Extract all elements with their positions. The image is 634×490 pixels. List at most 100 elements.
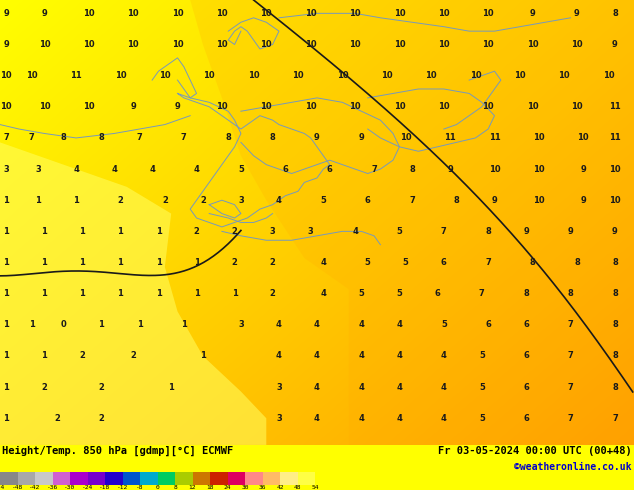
Text: 8: 8 <box>269 133 276 143</box>
Text: 10: 10 <box>482 102 494 111</box>
Text: 11: 11 <box>489 133 500 143</box>
Text: 8: 8 <box>98 133 105 143</box>
Text: 10: 10 <box>305 102 316 111</box>
Text: 8: 8 <box>523 289 529 298</box>
Text: 7: 7 <box>612 414 618 423</box>
Text: 4: 4 <box>441 351 447 361</box>
Text: 1: 1 <box>231 289 238 298</box>
Text: 4: 4 <box>314 351 320 361</box>
Text: 48: 48 <box>294 486 301 490</box>
Text: 0: 0 <box>155 486 159 490</box>
Text: 10: 10 <box>438 40 450 49</box>
Text: 4: 4 <box>396 351 403 361</box>
Text: 8: 8 <box>612 289 618 298</box>
Bar <box>122 472 140 485</box>
Text: 4: 4 <box>320 289 327 298</box>
Text: 11: 11 <box>70 71 82 80</box>
Text: 10: 10 <box>571 102 583 111</box>
Text: 2: 2 <box>79 351 86 361</box>
Text: 54: 54 <box>311 486 319 490</box>
Text: 30: 30 <box>242 486 249 490</box>
Text: 10: 10 <box>394 40 405 49</box>
Text: 10: 10 <box>578 133 589 143</box>
Text: -18: -18 <box>100 486 110 490</box>
Text: 6: 6 <box>523 383 529 392</box>
Text: 8: 8 <box>529 258 536 267</box>
Text: 7: 7 <box>479 289 485 298</box>
Text: 5: 5 <box>396 289 403 298</box>
Text: 10: 10 <box>305 40 316 49</box>
Text: 10: 10 <box>527 102 538 111</box>
Text: 10: 10 <box>1 102 12 111</box>
Text: 42: 42 <box>276 486 284 490</box>
Text: 7: 7 <box>3 133 10 143</box>
Text: 9: 9 <box>580 196 586 205</box>
Text: 1: 1 <box>41 289 48 298</box>
Text: 4: 4 <box>396 383 403 392</box>
Text: 10: 10 <box>172 40 183 49</box>
Text: 6: 6 <box>434 289 441 298</box>
Text: 1: 1 <box>41 351 48 361</box>
Polygon shape <box>0 143 266 445</box>
Text: 9: 9 <box>580 165 586 173</box>
Text: 8: 8 <box>173 486 177 490</box>
Text: 5: 5 <box>358 289 365 298</box>
Text: 10: 10 <box>216 9 228 18</box>
Text: 10: 10 <box>159 71 171 80</box>
Text: 5: 5 <box>479 414 485 423</box>
Text: 4: 4 <box>276 196 282 205</box>
Text: 9: 9 <box>567 227 574 236</box>
Text: 10: 10 <box>83 40 94 49</box>
Text: -24: -24 <box>82 486 93 490</box>
Text: 10: 10 <box>305 9 316 18</box>
Text: 10: 10 <box>533 196 545 205</box>
Text: 1: 1 <box>155 258 162 267</box>
Text: 10: 10 <box>216 40 228 49</box>
Text: 1: 1 <box>3 414 10 423</box>
Text: 8: 8 <box>612 258 618 267</box>
Text: 7: 7 <box>409 196 415 205</box>
Text: 9: 9 <box>358 133 365 143</box>
Text: 6: 6 <box>523 414 529 423</box>
Text: 7: 7 <box>567 383 574 392</box>
Text: 2: 2 <box>162 196 168 205</box>
Bar <box>53 472 70 485</box>
Text: Height/Temp. 850 hPa [gdmp][°C] ECMWF: Height/Temp. 850 hPa [gdmp][°C] ECMWF <box>2 446 233 456</box>
Text: 6: 6 <box>327 165 333 173</box>
Text: 1: 1 <box>41 258 48 267</box>
Text: 10: 10 <box>39 102 50 111</box>
Text: 10: 10 <box>39 40 50 49</box>
Text: 11: 11 <box>609 102 621 111</box>
Text: 1: 1 <box>117 289 124 298</box>
Text: 5: 5 <box>320 196 327 205</box>
Text: 8: 8 <box>225 133 231 143</box>
Text: 10: 10 <box>216 102 228 111</box>
Text: 10: 10 <box>400 133 411 143</box>
Text: 9: 9 <box>612 40 618 49</box>
Text: 10: 10 <box>261 102 272 111</box>
Text: 6: 6 <box>523 351 529 361</box>
Text: 1: 1 <box>73 196 79 205</box>
Text: ©weatheronline.co.uk: ©weatheronline.co.uk <box>515 462 632 472</box>
Text: 1: 1 <box>3 320 10 329</box>
Bar <box>87 472 105 485</box>
Text: 6: 6 <box>365 196 371 205</box>
Text: 3: 3 <box>35 165 41 173</box>
Text: 10: 10 <box>248 71 259 80</box>
Text: 9: 9 <box>574 9 580 18</box>
Text: 1: 1 <box>193 258 200 267</box>
Text: 4: 4 <box>314 383 320 392</box>
Text: 4: 4 <box>352 227 358 236</box>
Text: 2: 2 <box>269 289 276 298</box>
Text: 2: 2 <box>54 414 60 423</box>
Text: 9: 9 <box>3 40 10 49</box>
Text: 10: 10 <box>172 9 183 18</box>
Text: 3: 3 <box>3 165 10 173</box>
Text: 1: 1 <box>3 227 10 236</box>
Text: 4: 4 <box>358 351 365 361</box>
Text: 4: 4 <box>111 165 117 173</box>
Text: 3: 3 <box>238 196 244 205</box>
Text: 2: 2 <box>41 383 48 392</box>
Text: 24: 24 <box>224 486 231 490</box>
Text: 1: 1 <box>3 258 10 267</box>
